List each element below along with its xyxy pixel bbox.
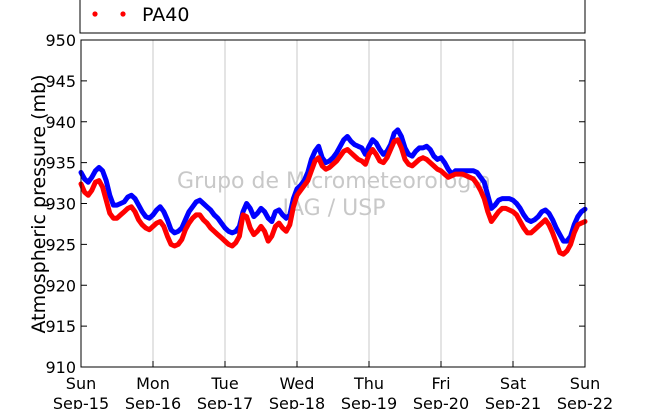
y-tick-label: 935 bbox=[45, 154, 76, 173]
x-tick-label-day: Sun bbox=[66, 374, 96, 393]
x-tick-label-date: Sep-15 bbox=[53, 394, 109, 409]
legend-label-pa40: PA40 bbox=[142, 4, 189, 26]
x-tick-label-day: Sat bbox=[500, 374, 526, 393]
x-tick-label-day: Tue bbox=[210, 374, 238, 393]
watermark: Grupo de Micrometeorologia IAG / USP bbox=[177, 169, 491, 221]
x-tick-label-date: Sep-16 bbox=[125, 394, 181, 409]
x-tick-label-date: Sep-18 bbox=[269, 394, 325, 409]
x-tick-label-date: Sep-17 bbox=[197, 394, 253, 409]
y-tick-label: 920 bbox=[45, 276, 76, 295]
series-line-pa40 bbox=[78, 137, 588, 257]
x-tick-label-day: Sun bbox=[570, 374, 600, 393]
y-tick-label: 950 bbox=[45, 31, 76, 50]
plot-area bbox=[81, 40, 585, 367]
series-line-series-1 bbox=[78, 127, 588, 244]
y-tick-label: 945 bbox=[45, 72, 76, 91]
y-axis: 910 915 920 925 930 935 940 945 950 bbox=[45, 31, 585, 377]
watermark-line-1: Grupo de Micrometeorologia bbox=[177, 169, 491, 194]
y-axis-title: Atmospheric pressure (mb) bbox=[28, 74, 50, 333]
x-tick-label-day: Mon bbox=[136, 374, 170, 393]
series-layer bbox=[78, 127, 588, 257]
y-tick-label: 930 bbox=[45, 195, 76, 214]
x-tick-label-day: Fri bbox=[431, 374, 450, 393]
x-tick-label-date: Sep-19 bbox=[341, 394, 397, 409]
legend-marker-dot-1 bbox=[92, 11, 98, 17]
y-tick-label: 940 bbox=[45, 113, 76, 132]
x-tick-label-day: Thu bbox=[353, 374, 384, 393]
watermark-line-2: IAG / USP bbox=[283, 196, 386, 221]
x-axis: SunSep-15MonSep-16TueSep-17WedSep-18ThuS… bbox=[53, 361, 613, 409]
x-tick-label-day: Wed bbox=[280, 374, 315, 393]
y-tick-label: 925 bbox=[45, 235, 76, 254]
legend-box bbox=[79, 0, 586, 34]
x-tick-label-date: Sep-21 bbox=[485, 394, 541, 409]
x-tick-label-date: Sep-20 bbox=[413, 394, 469, 409]
legend-entry-pa40: PA40 bbox=[92, 4, 189, 26]
y-tick-label: 915 bbox=[45, 317, 76, 336]
x-tick-label-date: Sep-22 bbox=[557, 394, 613, 409]
y-tick-label: 910 bbox=[45, 358, 76, 377]
legend-marker-dot-2 bbox=[120, 11, 126, 17]
